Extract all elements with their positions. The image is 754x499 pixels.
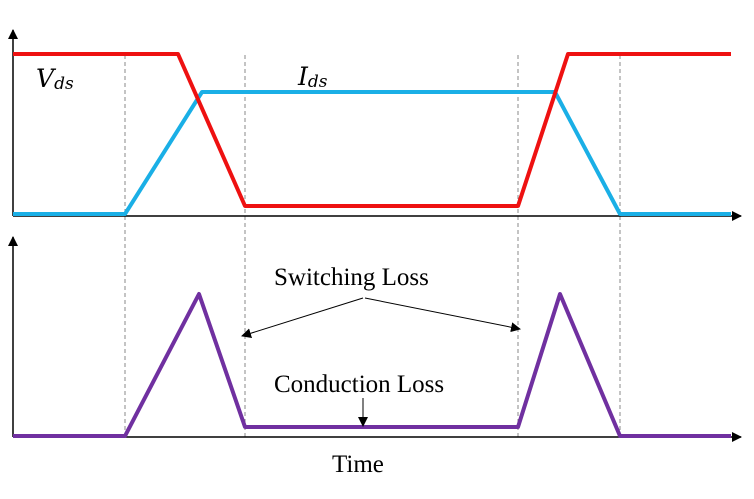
switching-loss-arrow-left [241, 297, 364, 339]
vds-waveform [13, 52, 731, 208]
time-axis-label: Time [332, 451, 384, 478]
top-axes [7, 29, 742, 221]
ids-waveform [13, 90, 731, 216]
ids-label: Ids [298, 62, 328, 92]
transition-guides [124, 55, 621, 437]
switching-loss-arrow-right [364, 297, 521, 333]
vds-label-sub: ds [54, 74, 74, 94]
power-loss-waveform [13, 292, 731, 438]
vds-label-main: V [36, 64, 55, 93]
vds-label: Vds [36, 64, 74, 94]
annotation-arrows [241, 297, 521, 427]
switching-loss-label: Switching Loss [274, 264, 429, 291]
ids-label-main: I [298, 62, 308, 91]
conduction-loss-label: Conduction Loss [274, 371, 445, 398]
ids-label-sub: ds [307, 72, 328, 92]
